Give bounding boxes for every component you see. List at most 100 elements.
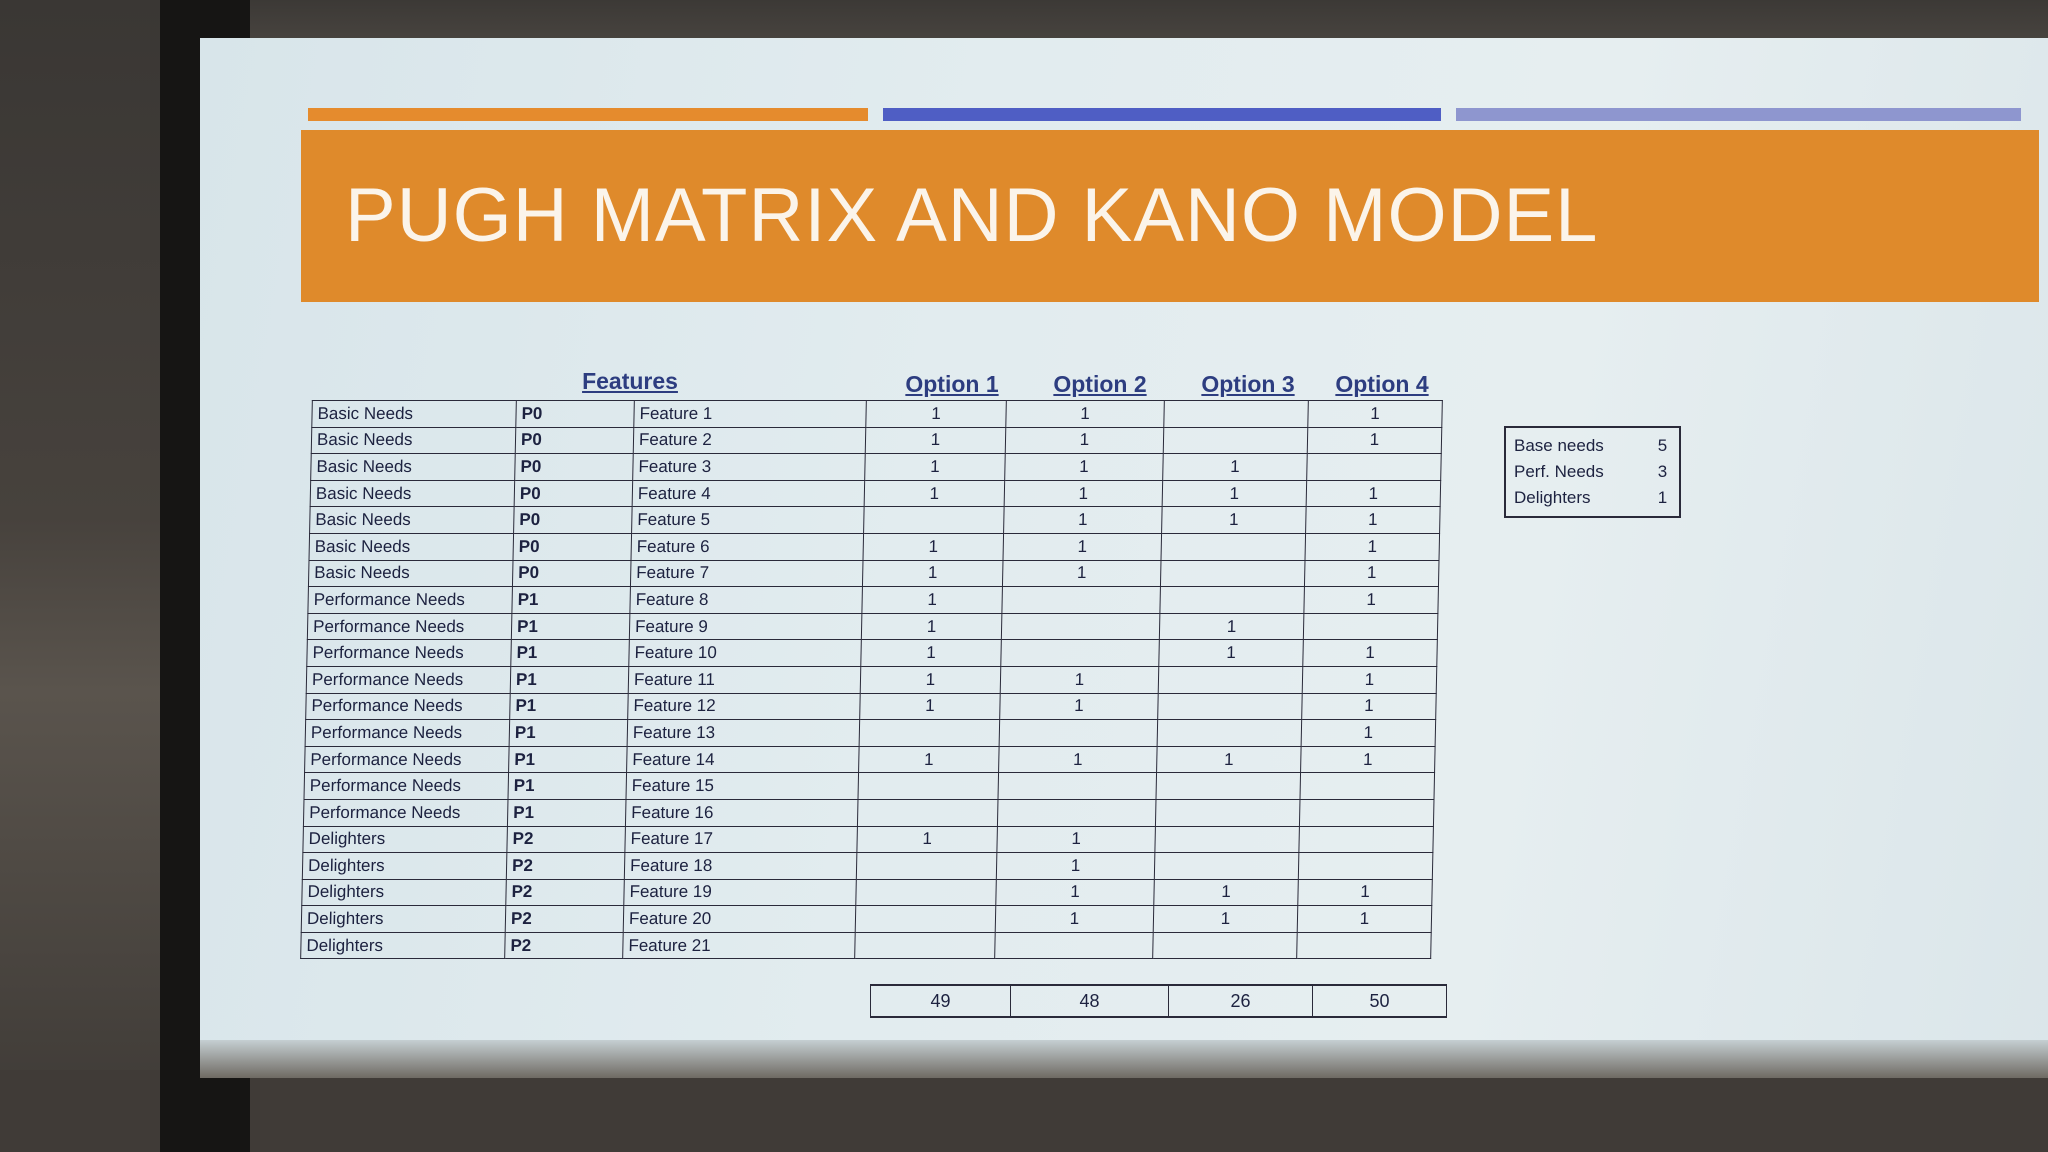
matrix-row: Performance Needs P1 Feature 11 1 1 1 (306, 666, 1437, 694)
decor-line-blue (883, 108, 1441, 121)
decor-line-lavender (1456, 108, 2021, 121)
feature-cell: Feature 9 (629, 613, 862, 640)
feature-cell: Feature 7 (630, 560, 864, 587)
option-4-cell (1298, 852, 1433, 880)
option-1-cell (859, 719, 1000, 747)
option-1-cell (857, 772, 999, 800)
feature-cell: Feature 8 (629, 586, 863, 614)
option-1-cell: 1 (862, 560, 1004, 587)
option-2-cell: 1 (1005, 400, 1165, 428)
option-3-cell (1158, 666, 1303, 694)
priority-cell: P0 (513, 506, 633, 534)
option-2-cell: 1 (1003, 506, 1163, 534)
slide-title: PUGH MATRIX AND KANO MODEL (345, 173, 1599, 258)
priority-cell: P1 (510, 639, 630, 667)
total-option-1: 49 (870, 984, 1011, 1018)
option-4-cell: 1 (1305, 533, 1440, 561)
option-3-cell (1152, 932, 1298, 959)
room-floor (0, 1070, 2048, 1152)
option-1-cell (856, 852, 997, 880)
category-cell: Basic Needs (310, 480, 515, 507)
priority-cell: P0 (514, 453, 634, 481)
priority-cell: P1 (507, 799, 626, 826)
option-3-cell: 1 (1161, 506, 1307, 534)
option-2-cell (1001, 613, 1160, 640)
option-4-cell (1299, 772, 1435, 800)
matrix-row: Delighters P2 Feature 18 1 (302, 852, 1433, 880)
option-2-cell: 1 (999, 693, 1159, 720)
option-header-2: Option 2 (1053, 371, 1147, 397)
matrix-row: Performance Needs P1 Feature 10 1 1 1 (306, 639, 1438, 667)
option-3-cell (1155, 799, 1300, 826)
option-2-cell (1000, 639, 1160, 667)
priority-cell: P1 (507, 772, 627, 800)
priority-cell: P2 (505, 879, 625, 906)
option-3-cell: 1 (1162, 480, 1307, 507)
category-cell: Performance Needs (306, 666, 511, 694)
option-4-cell: 1 (1302, 666, 1437, 694)
summary-value: 3 (1657, 462, 1668, 481)
option-1-cell: 1 (860, 639, 1002, 667)
feature-cell: Feature 20 (623, 905, 856, 933)
option-3-cell (1155, 772, 1301, 800)
option-4-cell: 1 (1306, 480, 1441, 507)
matrix-row: Delighters P2 Feature 21 (300, 932, 1432, 959)
feature-cell: Feature 13 (627, 719, 860, 747)
priority-cell: P2 (504, 932, 624, 959)
summary-value: 5 (1657, 436, 1668, 455)
option-2-cell (994, 932, 1154, 959)
category-cell: Performance Needs (307, 613, 512, 640)
priority-cell: P2 (506, 826, 626, 853)
option-3-cell (1163, 427, 1308, 454)
priority-cell: P1 (509, 693, 629, 720)
category-cell: Performance Needs (303, 799, 508, 826)
option-2-cell (1001, 586, 1161, 614)
option-3-cell (1154, 852, 1299, 880)
option-3-cell: 1 (1159, 613, 1304, 640)
category-cell: Performance Needs (305, 719, 510, 747)
total-option-2: 48 (1010, 984, 1169, 1018)
option-3-cell (1160, 560, 1306, 587)
option-2-cell: 1 (996, 852, 1155, 880)
priority-cell: P2 (506, 852, 625, 880)
option-4-cell (1299, 799, 1434, 826)
option-1-cell: 1 (861, 586, 1003, 614)
priority-cell: P1 (511, 586, 631, 614)
option-2-cell: 1 (1003, 533, 1162, 561)
option-4-cell: 1 (1302, 639, 1438, 667)
option-3-cell (1159, 586, 1305, 614)
feature-cell: Feature 14 (626, 746, 860, 773)
option-1-cell: 1 (858, 746, 1000, 773)
priority-cell: P0 (515, 427, 634, 454)
option-4-cell: 1 (1307, 400, 1443, 428)
feature-cell: Feature 21 (622, 932, 856, 959)
category-cell: Delighters (302, 826, 508, 853)
matrix-row: Performance Needs P1 Feature 15 (303, 772, 1435, 800)
feature-cell: Feature 11 (628, 666, 861, 694)
option-1-cell: 1 (856, 826, 998, 853)
option-2-cell: 1 (995, 879, 1155, 906)
pugh-matrix-table: Basic Needs P0 Feature 1 1 1 1 Basic Needs P0 Fe… (300, 400, 1443, 959)
feature-cell: Feature 1 (633, 400, 867, 428)
feature-cell: Feature 15 (625, 772, 859, 800)
option-1-cell (854, 932, 996, 959)
category-cell: Performance Needs (307, 586, 513, 614)
option-1-cell: 1 (865, 400, 1007, 428)
option-1-cell: 1 (863, 533, 1004, 561)
priority-cell: P0 (514, 480, 633, 507)
option-3-cell (1161, 533, 1306, 561)
feature-cell: Feature 12 (627, 693, 861, 720)
option-1-cell: 1 (859, 693, 1001, 720)
matrix-row: Delighters P2 Feature 17 1 1 (302, 826, 1434, 853)
feature-cell: Feature 10 (628, 639, 862, 667)
kano-summary-box: Base needs 5 Perf. Needs 3 Delighters 1 (1504, 426, 1682, 518)
category-cell: Basic Needs (310, 453, 516, 481)
decor-line-orange (308, 108, 868, 121)
option-3-cell: 1 (1156, 746, 1302, 773)
projected-slide: PUGH MATRIX AND KANO MODEL Features Opti… (200, 38, 2048, 1078)
